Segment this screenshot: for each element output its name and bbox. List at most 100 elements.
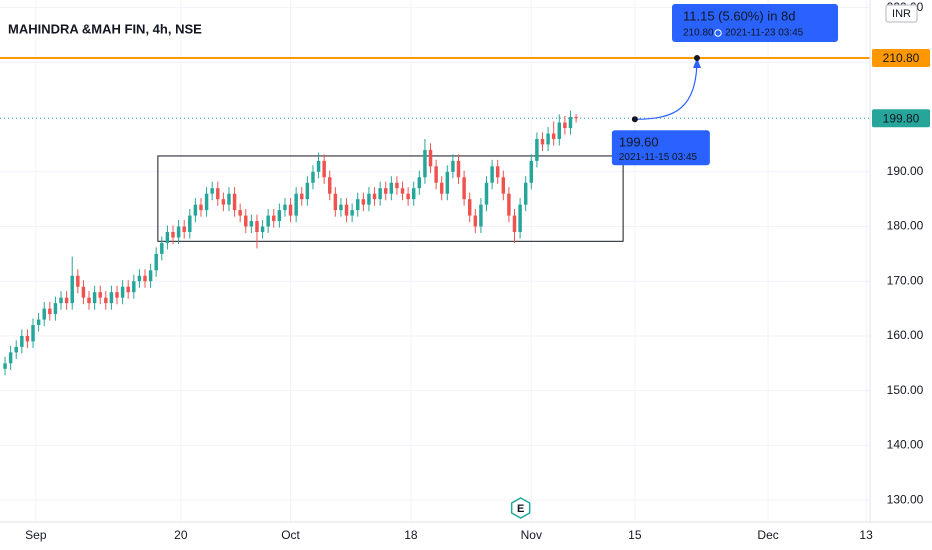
candle-body [14, 346, 18, 353]
candle-body [266, 215, 270, 227]
plot [0, 0, 870, 522]
projection-arrow [693, 58, 702, 68]
candle-body [255, 221, 259, 232]
x-tick-label: 13 [859, 528, 873, 542]
candle-body [25, 335, 30, 342]
candle-body [574, 117, 578, 119]
candle-body [64, 297, 69, 304]
candle-body [294, 193, 298, 216]
earnings-label: E [517, 503, 524, 515]
candle-body [411, 188, 416, 200]
candle-body [372, 193, 377, 200]
candle-body [132, 281, 136, 293]
candle-body [188, 215, 192, 232]
candle-body [165, 232, 170, 243]
candle-body [512, 215, 517, 232]
candle-body [48, 308, 52, 315]
candle-body [428, 149, 433, 167]
candle-body [42, 308, 46, 320]
candle-body [400, 188, 405, 194]
candle-body [311, 171, 315, 183]
candle-body [395, 182, 399, 189]
candle-body [501, 177, 506, 194]
x-tick-label: 18 [404, 528, 418, 542]
candle-body [344, 204, 349, 216]
candle-body [87, 297, 91, 304]
candle-body [104, 297, 108, 304]
projection-to-price: 210.80 [683, 28, 714, 39]
candle-body [406, 193, 410, 200]
candle-body [126, 286, 130, 293]
candle-body [210, 188, 214, 194]
candle-body [70, 275, 74, 304]
projection-point [631, 116, 638, 123]
candle-body [182, 226, 186, 232]
candle-body [484, 182, 489, 205]
candle-body [249, 221, 254, 227]
price-label-bg [872, 49, 930, 67]
candle-body [260, 226, 265, 232]
candle-body [378, 188, 382, 200]
candle-body [451, 160, 455, 172]
x-tick-label: 15 [628, 528, 642, 542]
currency-label: INR [892, 8, 911, 20]
price-label: 210.80 [883, 51, 920, 65]
candle-body [367, 193, 371, 205]
candle-body [277, 210, 282, 222]
projection-label-bg [672, 4, 839, 42]
candle-body [518, 204, 522, 232]
price-label-bg [872, 109, 930, 128]
candle-body [20, 335, 24, 347]
candle-body [322, 160, 326, 178]
projection-to-date: 2021-11-23 03:45 [725, 28, 804, 39]
candle-body [59, 297, 63, 304]
candle-body [445, 171, 450, 194]
candle-body [36, 319, 41, 326]
candle-body [137, 275, 142, 282]
projection-from-date: 2021-11-15 03:45 [619, 152, 698, 163]
candle-body [563, 122, 567, 129]
candle-body [244, 215, 248, 227]
projection-from-price: 199.60 [619, 135, 659, 150]
candle-body [232, 193, 237, 211]
candle-body [423, 149, 427, 178]
y-tick-label: 150.00 [887, 383, 924, 397]
candle-body [76, 275, 80, 287]
candle-body [227, 193, 231, 205]
candle-body [120, 286, 125, 298]
candle-body [92, 292, 97, 304]
projection-curve [634, 57, 698, 120]
candle-body [473, 215, 478, 227]
candle-body [490, 166, 494, 183]
candle-body [300, 193, 304, 200]
x-tick-label: 20 [174, 528, 188, 542]
candle-body [221, 199, 226, 205]
candle-body [333, 193, 338, 211]
earnings-icon [510, 497, 531, 519]
candle-body [31, 325, 35, 342]
candle-body [98, 292, 102, 298]
candle-body [115, 292, 119, 298]
candle-body [383, 188, 388, 194]
candle-body [288, 204, 293, 216]
candle-body [535, 138, 539, 161]
candle-body [204, 193, 209, 211]
candle-body [272, 215, 276, 222]
x-tick-label: Oct [281, 528, 300, 542]
candle-body [160, 242, 164, 254]
candle-body [171, 232, 175, 238]
candle-body [462, 177, 466, 200]
candle-body [53, 303, 58, 315]
range-box [157, 155, 624, 242]
candle-body [339, 204, 343, 211]
candle-body [238, 210, 242, 216]
candle-body [305, 182, 310, 200]
clock-icon [714, 29, 722, 37]
candle-body [216, 188, 220, 200]
candle-body [361, 199, 366, 205]
candle-body [456, 160, 461, 178]
x-tick-label: Nov [521, 528, 542, 542]
candle-body [523, 182, 528, 205]
candle-body [8, 352, 13, 364]
